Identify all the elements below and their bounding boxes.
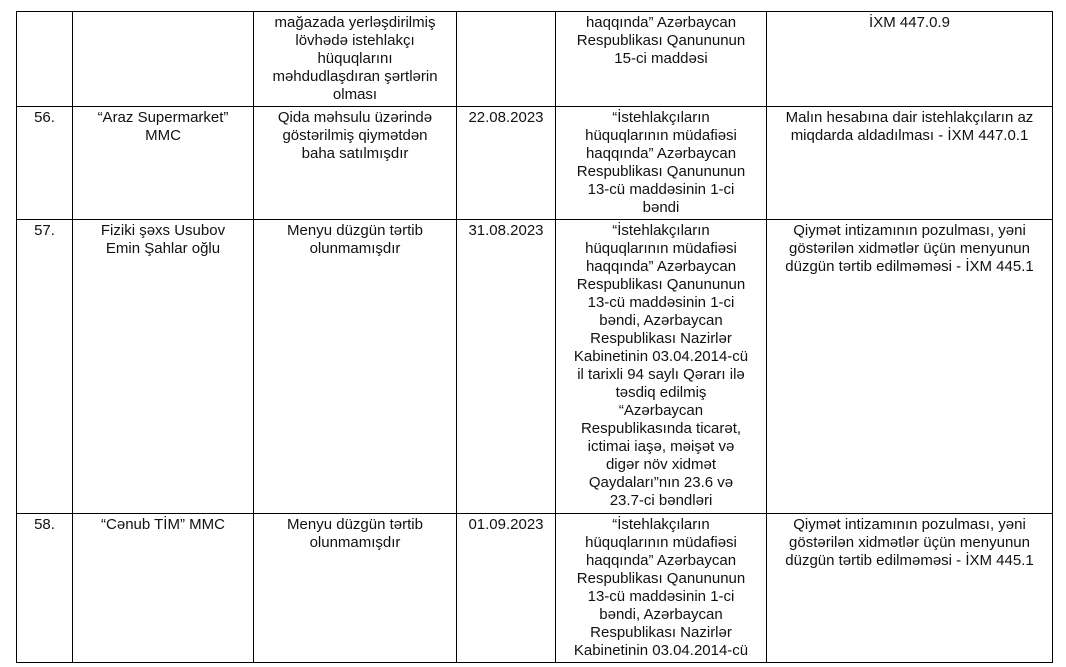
cell-violation: mağazada yerləşdirilmiş lövhədə istehlak… bbox=[253, 11, 457, 107]
table-row-56: 56. “Araz Supermarket” MMC Qida məhsulu … bbox=[16, 106, 1053, 220]
cell-date: 31.08.2023 bbox=[456, 219, 556, 514]
cell-entity: “Cənub TİM” MMC bbox=[72, 513, 254, 663]
cell-row-number: 57. bbox=[16, 219, 73, 514]
table-row-partial: mağazada yerləşdirilmiş lövhədə istehlak… bbox=[16, 11, 1053, 107]
cell-entity bbox=[72, 11, 254, 107]
cell-legal-basis: “İstehlakçıların hüquqlarının müdafiəsi … bbox=[555, 513, 767, 663]
cell-date bbox=[456, 11, 556, 107]
cell-row-number bbox=[16, 11, 73, 107]
table-row-58: 58. “Cənub TİM” MMC Menyu düzgün tərtib … bbox=[16, 513, 1053, 663]
cell-entity: “Araz Supermarket” MMC bbox=[72, 106, 254, 220]
cell-entity: Fiziki şəxs Usubov Emin Şahlar oğlu bbox=[72, 219, 254, 514]
cell-violation: Qida məhsulu üzərində göstərilmiş qiymət… bbox=[253, 106, 457, 220]
cell-violation: Menyu düzgün tərtib olunmamışdır bbox=[253, 513, 457, 663]
cell-row-number: 56. bbox=[16, 106, 73, 220]
cell-decision: Malın hesabına dair istehlakçıların az m… bbox=[766, 106, 1053, 220]
cell-legal-basis: “İstehlakçıların hüquqlarının müdafiəsi … bbox=[555, 106, 767, 220]
cell-legal-basis: “İstehlakçıların hüquqlarının müdafiəsi … bbox=[555, 219, 767, 514]
cell-decision: Qiymət intizamının pozulması, yəni göstə… bbox=[766, 513, 1053, 663]
cell-violation: Menyu düzgün tərtib olunmamışdır bbox=[253, 219, 457, 514]
cell-date: 22.08.2023 bbox=[456, 106, 556, 220]
cell-decision: Qiymət intizamının pozulması, yəni göstə… bbox=[766, 219, 1053, 514]
cell-decision: İXM 447.0.9 bbox=[766, 11, 1053, 107]
table-row-57: 57. Fiziki şəxs Usubov Emin Şahlar oğlu … bbox=[16, 219, 1053, 514]
cell-row-number: 58. bbox=[16, 513, 73, 663]
violations-table: mağazada yerləşdirilmiş lövhədə istehlak… bbox=[16, 11, 1053, 663]
cell-date: 01.09.2023 bbox=[456, 513, 556, 663]
cell-legal-basis: haqqında” Azərbaycan Respublikası Qanunu… bbox=[555, 11, 767, 107]
